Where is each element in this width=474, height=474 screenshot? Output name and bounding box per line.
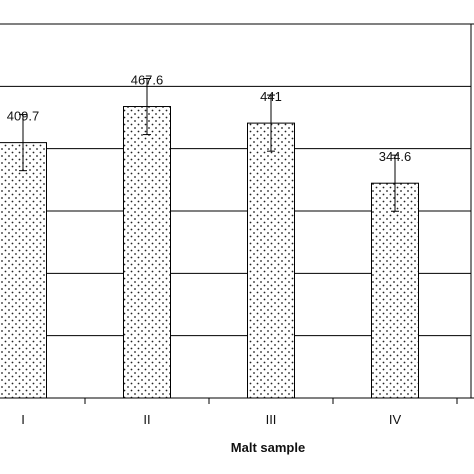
bar-II bbox=[123, 106, 171, 399]
bar-I bbox=[0, 142, 47, 399]
data-labels: 409.7 467.6 441 344.6 bbox=[7, 73, 412, 165]
bars bbox=[0, 106, 419, 399]
x-axis: I II III IV bbox=[0, 397, 474, 427]
error-bars bbox=[19, 77, 399, 212]
error-bar-II bbox=[143, 77, 151, 136]
bar-IV bbox=[371, 182, 419, 399]
bar-III bbox=[247, 122, 295, 399]
error-bar-IV bbox=[391, 154, 399, 212]
data-label-II: 467.6 bbox=[131, 73, 164, 88]
x-tick-label-I: I bbox=[21, 412, 25, 427]
error-bar-III bbox=[267, 94, 275, 152]
data-label-I: 409.7 bbox=[7, 109, 40, 124]
x-tick-label-II: II bbox=[143, 412, 150, 427]
data-label-IV: 344.6 bbox=[379, 149, 412, 164]
x-tick-label-IV: IV bbox=[389, 412, 402, 427]
x-tick-label-III: III bbox=[266, 412, 277, 427]
error-bar-I bbox=[19, 114, 27, 172]
x-axis-title: Malt sample bbox=[231, 440, 305, 455]
data-label-III: 441 bbox=[260, 89, 282, 104]
gridlines bbox=[0, 85, 471, 337]
